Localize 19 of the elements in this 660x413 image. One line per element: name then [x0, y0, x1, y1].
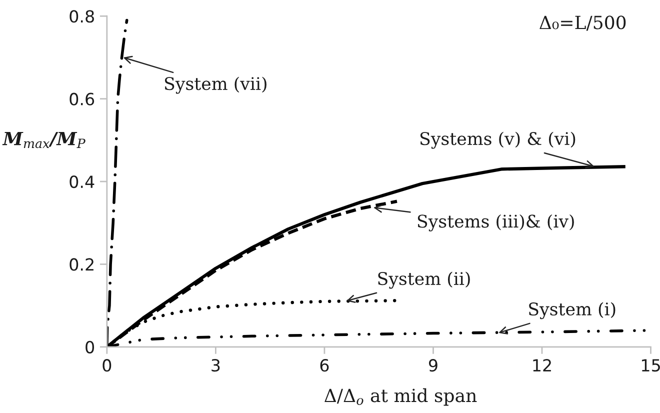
annotation: Δ₀=L/500 [540, 16, 626, 31]
x-tick-label: 6 [320, 359, 329, 372]
x-axis-title: Δ/Δ$_{o}$ at mid span [324, 388, 477, 406]
annotation: Systems (iii)& (iv) [418, 214, 574, 232]
annotation: System (i) [529, 302, 616, 320]
annotation: System (ii) [378, 272, 470, 289]
y-tick-label: 0 [86, 340, 94, 354]
y-axis-title: M$_{max}$/M$_{P}$ [2, 132, 86, 148]
x-tick-label: 0 [102, 359, 112, 372]
x-tick-label: 3 [212, 359, 220, 372]
annotation: System (vii) [164, 76, 266, 94]
x-tick-label: 12 [533, 359, 551, 372]
y-tick-label: 0.4 [70, 175, 94, 188]
annotation: Systems (v) & (vi) [420, 132, 576, 149]
x-tick-label: 9 [428, 359, 438, 372]
y-tick-label: 0.2 [70, 258, 94, 271]
y-tick-label: 0.6 [70, 92, 94, 106]
y-tick-label: 0.8 [70, 10, 94, 23]
x-tick-label: 15 [642, 359, 660, 372]
